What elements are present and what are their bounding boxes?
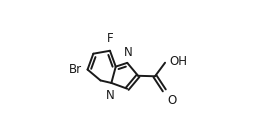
Text: OH: OH <box>170 55 188 68</box>
Text: Br: Br <box>69 63 82 76</box>
Text: F: F <box>107 32 113 45</box>
Text: N: N <box>124 46 133 59</box>
Text: N: N <box>106 89 115 102</box>
Text: O: O <box>167 94 176 107</box>
